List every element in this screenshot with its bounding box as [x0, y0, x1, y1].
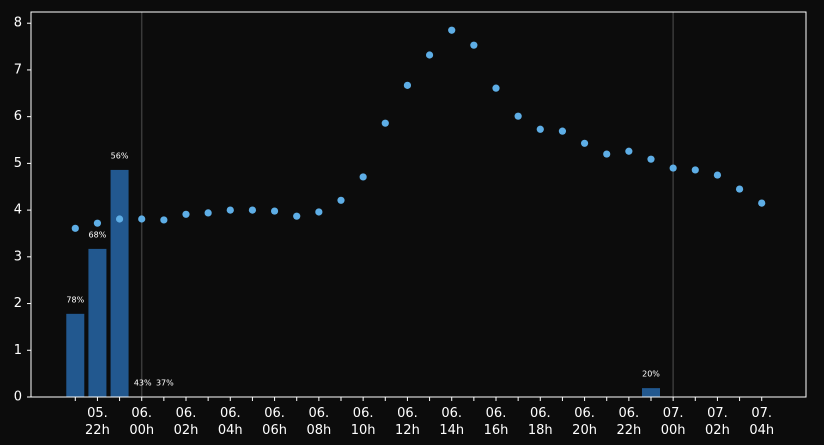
bar-annotation: 20%	[642, 370, 660, 379]
point	[226, 206, 234, 214]
x-tick-label: 06. 18h	[528, 406, 553, 438]
y-tick-label: 2	[14, 296, 22, 311]
point	[160, 216, 168, 224]
x-tick-label: 05. 22h	[85, 406, 110, 438]
bar	[88, 248, 107, 397]
x-tick-label: 06. 20h	[572, 406, 597, 438]
bar-annotation: 78%	[66, 295, 84, 304]
y-tick-label: 0	[14, 390, 22, 405]
point	[204, 209, 212, 217]
point	[337, 196, 345, 204]
point	[315, 208, 323, 216]
point	[558, 127, 567, 135]
y-tick-label: 6	[14, 109, 22, 124]
point	[93, 219, 102, 227]
point	[625, 147, 633, 155]
point	[691, 166, 699, 174]
y-tick-label: 3	[14, 249, 22, 264]
point	[293, 212, 301, 220]
point	[115, 215, 124, 223]
x-tick-label: 06. 04h	[218, 406, 243, 438]
point	[270, 207, 279, 215]
x-tick-label: 06. 08h	[306, 406, 331, 438]
point	[359, 173, 367, 181]
x-tick-label: 06. 12h	[395, 406, 420, 438]
x-tick-label: 07. 04h	[749, 406, 774, 438]
point	[71, 224, 79, 232]
y-tick-label: 1	[14, 343, 22, 358]
x-tick-label: 06. 02h	[174, 406, 199, 438]
point	[536, 125, 544, 133]
point	[381, 119, 389, 127]
x-tick-label: 06. 06h	[262, 406, 287, 438]
bar-annotation: 43%	[134, 379, 152, 388]
point	[580, 139, 589, 147]
bar	[110, 169, 129, 397]
point	[735, 185, 744, 193]
y-tick-label: 7	[14, 62, 22, 77]
point	[603, 150, 611, 158]
point	[425, 51, 434, 59]
x-tick-label: 06. 10h	[351, 406, 376, 438]
y-tick-label: 5	[14, 156, 22, 171]
y-tick-label: 4	[14, 203, 22, 218]
x-tick-label: 07. 00h	[661, 406, 686, 438]
bar	[66, 313, 85, 397]
x-tick-label: 06. 22h	[616, 406, 641, 438]
point	[248, 206, 257, 214]
point	[758, 199, 766, 207]
plot-frame	[30, 11, 807, 398]
y-tick-label: 8	[14, 16, 22, 31]
point	[403, 81, 412, 89]
point	[713, 171, 722, 179]
bar-annotation: 37%	[156, 379, 174, 388]
point	[470, 41, 478, 49]
point	[514, 112, 522, 120]
x-tick-label: 06. 16h	[484, 406, 509, 438]
x-tick-label: 06. 14h	[439, 406, 464, 438]
x-tick-label: 07. 02h	[705, 406, 730, 438]
bar-annotation: 56%	[111, 151, 129, 160]
x-tick-label: 06. 00h	[129, 406, 154, 438]
point	[647, 155, 655, 163]
bar-annotation: 68%	[89, 230, 107, 239]
bar	[642, 388, 660, 397]
point	[448, 26, 456, 34]
point	[669, 164, 677, 172]
point	[138, 215, 146, 223]
point	[182, 210, 190, 218]
point	[492, 84, 500, 92]
